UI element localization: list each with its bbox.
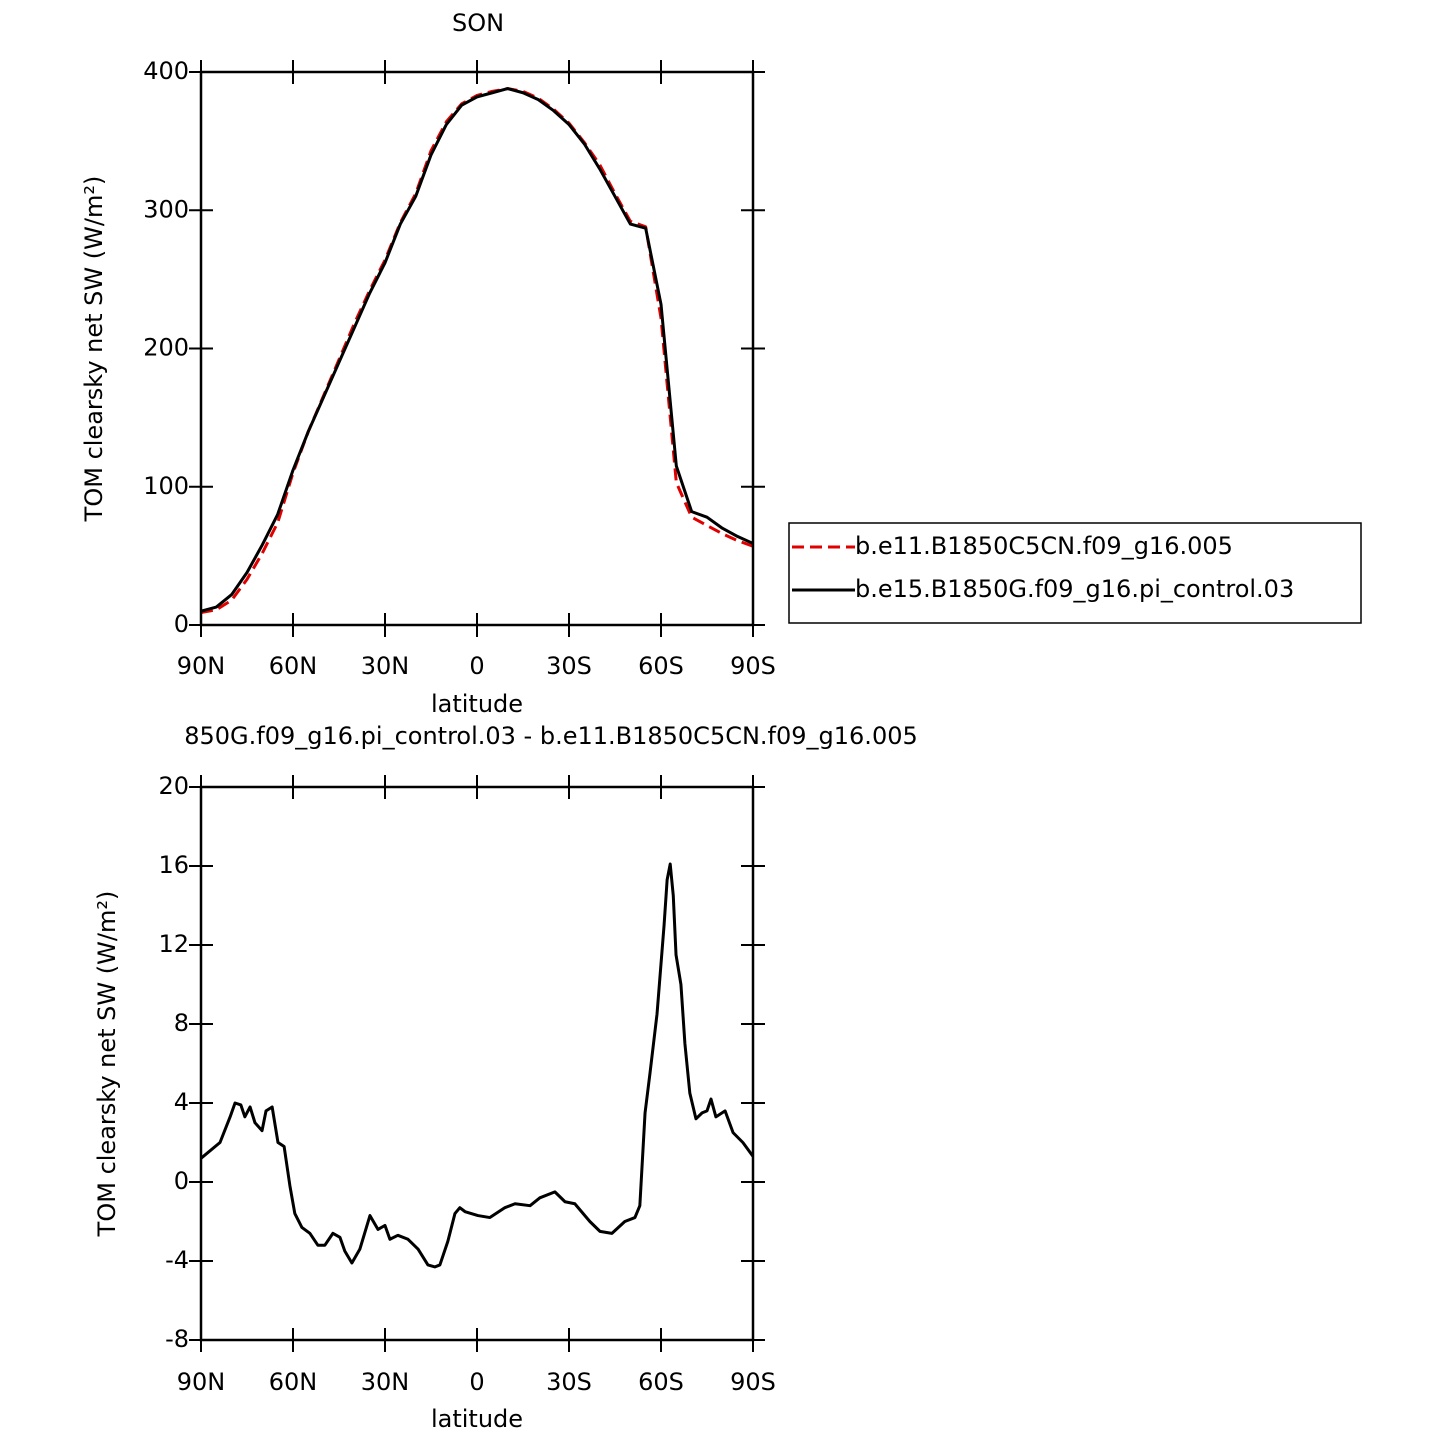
- data-line: [200, 87, 754, 613]
- x-tick-label: 90N: [177, 1368, 226, 1396]
- y-tick-label: 0: [174, 610, 189, 638]
- legend-label: b.e15.B1850G.f09_g16.pi_control.03: [855, 575, 1294, 603]
- x-tick-label: 60N: [269, 652, 318, 680]
- x-tick-label: 30S: [546, 652, 592, 680]
- x-tick-label: 0: [469, 1368, 484, 1396]
- x-tick-label: 60N: [269, 1368, 318, 1396]
- x-tick-label: 60S: [638, 652, 684, 680]
- y-axis-label: TOM clearsky net SW (W/m²): [80, 176, 108, 523]
- x-tick-label: 30N: [361, 1368, 410, 1396]
- x-tick-label: 90N: [177, 652, 226, 680]
- y-tick-label: -4: [165, 1246, 189, 1274]
- y-tick-label: 4: [174, 1088, 189, 1116]
- plot-frame: [199, 785, 755, 1342]
- y-axis-label: TOM clearsky net SW (W/m²): [93, 891, 121, 1238]
- x-axis-label: latitude: [431, 1405, 523, 1433]
- x-tick-label: 0: [469, 652, 484, 680]
- y-tick-label: 200: [143, 334, 189, 362]
- y-tick-label: 20: [158, 772, 189, 800]
- x-tick-label: 30S: [546, 1368, 592, 1396]
- y-tick-label: 400: [143, 57, 189, 85]
- chart-title: SON: [452, 9, 504, 37]
- x-tick-label: 90S: [730, 652, 776, 680]
- y-tick-label: 300: [143, 195, 189, 223]
- data-line: [200, 87, 754, 615]
- y-tick-label: 0: [174, 1167, 189, 1195]
- x-tick-label: 60S: [638, 1368, 684, 1396]
- y-tick-label: 16: [158, 851, 189, 879]
- legend-box: [788, 522, 1362, 624]
- x-tick-label: 90S: [730, 1368, 776, 1396]
- plot-frame: [199, 70, 755, 627]
- y-tick-label: 12: [158, 930, 189, 958]
- y-tick-label: 100: [143, 472, 189, 500]
- data-line: [200, 862, 755, 1269]
- chart-title: 850G.f09_g16.pi_control.03 - b.e11.B1850…: [184, 722, 918, 750]
- y-tick-label: 8: [174, 1009, 189, 1037]
- x-tick-label: 30N: [361, 652, 410, 680]
- legend-label: b.e11.B1850C5CN.f09_g16.005: [855, 532, 1233, 560]
- x-axis-label: latitude: [431, 690, 523, 718]
- y-tick-label: -8: [165, 1325, 189, 1353]
